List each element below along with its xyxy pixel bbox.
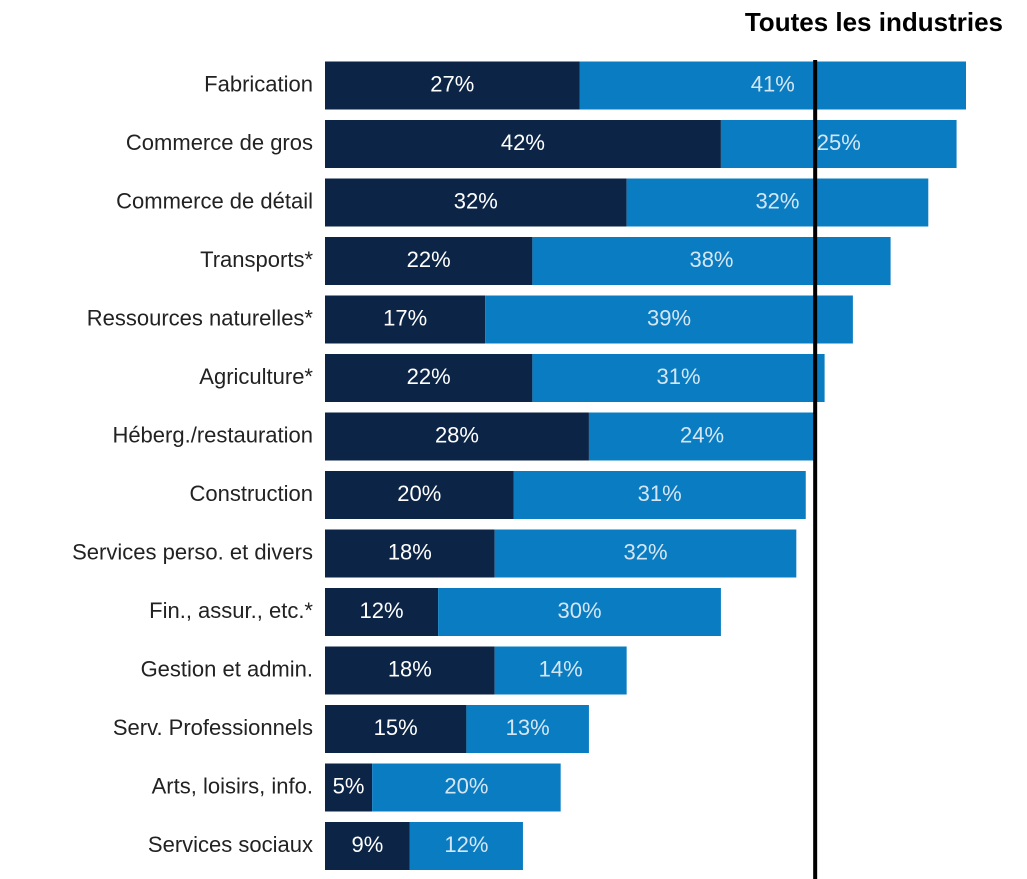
category-label: Fabrication xyxy=(204,71,313,96)
bar-segment xyxy=(513,471,806,519)
category-label: Serv. Professionnels xyxy=(113,715,313,740)
bar-segment xyxy=(325,705,467,753)
bar-segment xyxy=(532,237,891,285)
value-label: 13% xyxy=(506,715,550,740)
category-label: Commerce de gros xyxy=(126,130,313,155)
bar-segment xyxy=(720,120,957,168)
value-label: 12% xyxy=(360,598,404,623)
value-label: 32% xyxy=(623,539,667,564)
category-label: Arts, loisirs, info. xyxy=(152,773,313,798)
category-label: Services perso. et divers xyxy=(72,539,313,564)
bar-segment xyxy=(466,705,589,753)
value-label: 39% xyxy=(647,305,691,330)
value-label: 5% xyxy=(333,773,365,798)
bar-segment xyxy=(325,588,439,636)
bar-segment xyxy=(325,646,495,695)
bar-segment xyxy=(494,529,797,578)
value-label: 22% xyxy=(407,364,451,389)
bar-segment xyxy=(325,763,373,812)
bar-segment xyxy=(325,178,627,227)
value-label: 28% xyxy=(435,422,479,447)
bar-segment xyxy=(372,763,561,812)
category-label: Fin., assur., etc.* xyxy=(149,598,313,623)
value-label: 18% xyxy=(388,656,432,681)
bar-segment xyxy=(579,61,966,110)
bar-segment xyxy=(325,412,589,461)
bar-segment xyxy=(485,295,853,344)
bar-segment xyxy=(325,120,721,168)
value-label: 27% xyxy=(430,71,474,96)
value-label: 41% xyxy=(751,71,795,96)
value-label: 32% xyxy=(755,188,799,213)
bar-segment xyxy=(325,471,514,519)
value-label: 25% xyxy=(817,130,861,155)
value-label: 31% xyxy=(638,481,682,506)
bar-segment xyxy=(325,354,533,402)
bar-segment xyxy=(325,61,580,110)
value-label: 32% xyxy=(454,188,498,213)
bar-segment xyxy=(409,822,523,870)
category-label: Construction xyxy=(189,481,313,506)
value-label: 31% xyxy=(656,364,700,389)
bar-segment xyxy=(532,354,825,402)
bar-segment xyxy=(325,237,533,285)
category-label: Services sociaux xyxy=(148,832,313,857)
category-label: Agriculture* xyxy=(199,364,313,389)
bar-segment xyxy=(494,646,627,695)
bar-segment xyxy=(325,295,486,344)
bar-segment xyxy=(626,178,929,227)
value-label: 42% xyxy=(501,130,545,155)
value-label: 22% xyxy=(407,247,451,272)
category-label: Commerce de détail xyxy=(116,188,313,213)
value-label: 18% xyxy=(388,539,432,564)
bar-segment xyxy=(588,412,816,461)
value-label: 17% xyxy=(383,305,427,330)
reference-label: Toutes les industries xyxy=(745,7,1003,37)
value-label: 14% xyxy=(539,656,583,681)
value-label: 15% xyxy=(374,715,418,740)
value-label: 30% xyxy=(557,598,601,623)
category-label: Transports* xyxy=(200,247,313,272)
value-label: 24% xyxy=(680,422,724,447)
value-label: 20% xyxy=(397,481,441,506)
value-label: 9% xyxy=(352,832,384,857)
value-label: 20% xyxy=(444,773,488,798)
bar-segment xyxy=(325,822,410,870)
value-label: 38% xyxy=(689,247,733,272)
value-label: 12% xyxy=(444,832,488,857)
category-label: Ressources naturelles* xyxy=(87,305,314,330)
bar-segment xyxy=(438,588,721,636)
category-label: Héberg./restauration xyxy=(112,422,313,447)
category-label: Gestion et admin. xyxy=(141,656,313,681)
bar-segment xyxy=(325,529,495,578)
